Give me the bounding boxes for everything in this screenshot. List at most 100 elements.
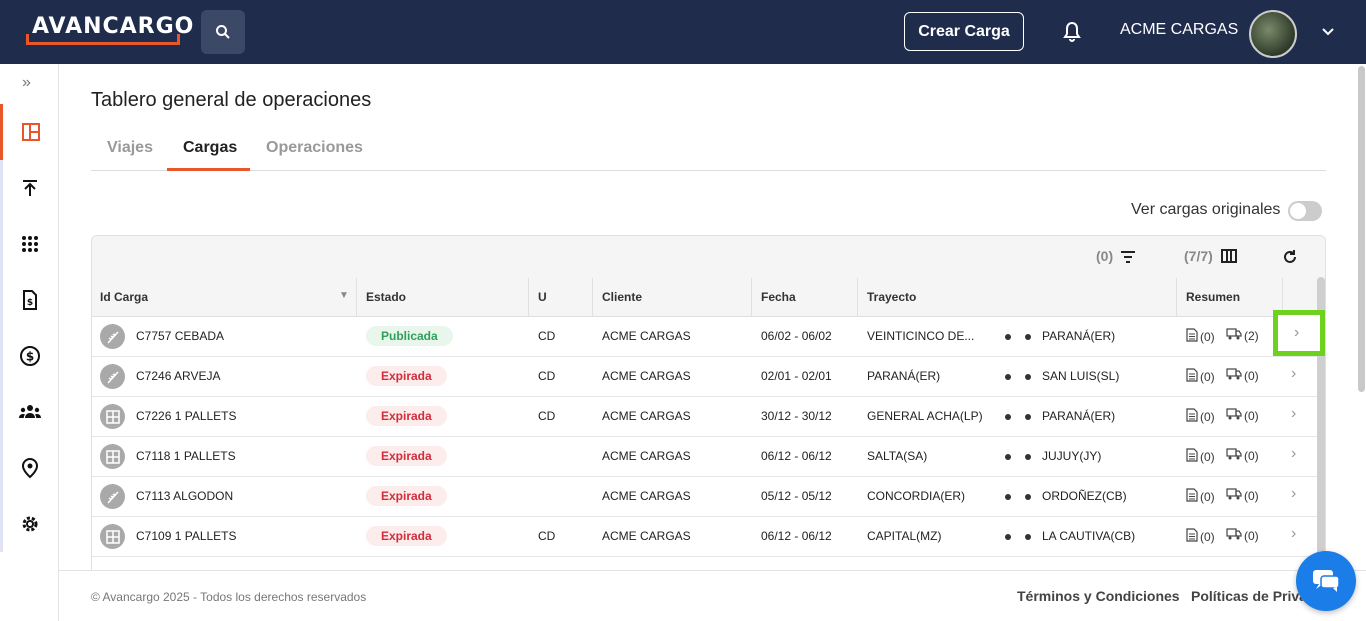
sidebar-item-locations[interactable] [0, 440, 59, 496]
header-u[interactable]: U [538, 290, 547, 304]
status-badge: Expirada [366, 406, 447, 426]
status-badge: Publicada [366, 326, 453, 346]
sidebar-item-upload[interactable] [0, 160, 59, 216]
search-icon [216, 25, 230, 39]
search-button[interactable] [201, 10, 245, 54]
sidebar-item-users[interactable] [0, 384, 59, 440]
truck-icon [1226, 448, 1242, 463]
chat-button[interactable] [1296, 551, 1356, 611]
trucks-summary[interactable]: (0) [1226, 488, 1259, 503]
load-id[interactable]: C7226 1 PALLETS [136, 409, 237, 423]
filter-icon[interactable] [1120, 250, 1136, 264]
status-badge: Expirada [366, 526, 447, 546]
row-detail-button-highlight[interactable]: › [1273, 310, 1325, 356]
client-cell: ACME CARGAS [602, 529, 691, 543]
header-fecha[interactable]: Fecha [761, 290, 796, 304]
sidebar-item-settings[interactable] [0, 496, 59, 552]
avatar[interactable] [1249, 10, 1297, 58]
original-loads-toggle[interactable] [1288, 201, 1322, 221]
chevron-right-icon[interactable]: › [1291, 445, 1297, 462]
load-id[interactable]: C7246 ARVEJA [136, 369, 221, 383]
table-row[interactable]: C7757 CEBADA Publicada CD ACME CARGAS 06/02 … [92, 317, 1325, 357]
wheat-icon [100, 484, 125, 509]
load-id[interactable]: C7757 CEBADA [136, 329, 225, 343]
tab-viajes[interactable]: Viajes [107, 139, 153, 156]
trucks-summary[interactable]: (0) [1226, 528, 1259, 543]
table-row[interactable]: C7118 1 PALLETS Expirada ACME CARGAS 06/12 … [92, 437, 1325, 477]
wheat-icon [100, 324, 125, 349]
table-row[interactable]: C7113 ALGODON Expirada ACME CARGAS 05/12 - … [92, 477, 1325, 517]
trucks-summary[interactable]: (0) [1226, 448, 1259, 463]
sidebar-item-payments[interactable]: $ [0, 328, 59, 384]
refresh-icon[interactable] [1282, 249, 1298, 265]
table-scrollbar[interactable] [1317, 277, 1325, 574]
tab-cargas[interactable]: Cargas [183, 139, 238, 156]
table-row[interactable]: C7109 1 PALLETS Expirada CD ACME CARGAS 06/1… [92, 517, 1325, 557]
logo-text: AVANCARGO [32, 14, 195, 39]
destination-cell: SAN LUIS(SL) [1042, 369, 1120, 383]
status-badge: Expirada [366, 486, 447, 506]
status-badge: Expirada [366, 366, 447, 386]
load-id[interactable]: C7109 1 PALLETS [136, 529, 237, 543]
trucks-summary[interactable]: (0) [1226, 408, 1259, 423]
date-cell: 05/12 - 05/12 [761, 489, 832, 503]
date-cell: 02/01 - 02/01 [761, 369, 832, 383]
load-id[interactable]: C7113 ALGODON [136, 489, 234, 503]
chevron-right-icon[interactable]: › [1291, 485, 1297, 502]
invoice-icon: $ [22, 290, 37, 310]
privacy-link[interactable]: Políticas de Priva [1191, 588, 1307, 604]
date-cell: 06/12 - 06/12 [761, 529, 832, 543]
terms-link[interactable]: Términos y Condiciones [1017, 588, 1180, 604]
pallet-icon [100, 524, 125, 549]
status-badge: Expirada [366, 446, 447, 466]
pallet-icon [100, 444, 125, 469]
chevron-right-icon[interactable]: › [1291, 405, 1297, 422]
documents-summary[interactable]: (0) [1186, 328, 1215, 345]
chevron-right-icon[interactable]: › [1291, 365, 1297, 382]
documents-summary[interactable]: (0) [1186, 448, 1215, 465]
documents-summary[interactable]: (0) [1186, 368, 1215, 385]
header-resumen[interactable]: Resumen [1186, 290, 1241, 304]
dollar-circle-icon: $ [19, 346, 40, 366]
active-tab-indicator [167, 168, 250, 171]
truck-icon [1226, 408, 1242, 423]
origin-cell: SALTA(SA) [867, 449, 928, 463]
trucks-summary[interactable]: (0) [1226, 368, 1259, 383]
svg-text:$: $ [26, 298, 32, 308]
tab-operaciones[interactable]: Operaciones [266, 139, 363, 156]
route-dots-icon [1001, 412, 1031, 422]
header-trayecto[interactable]: Trayecto [867, 290, 917, 304]
company-name[interactable]: ACME CARGAS [1120, 21, 1239, 38]
chevron-down-icon[interactable] [1320, 24, 1336, 40]
chevron-right-icon[interactable]: › [1291, 525, 1297, 542]
sidebar-item-invoices[interactable]: $ [0, 272, 59, 328]
sidebar-item-dashboard[interactable] [0, 104, 59, 160]
unit-cell: CD [538, 329, 556, 343]
documents-summary[interactable]: (0) [1186, 488, 1215, 505]
header-estado[interactable]: Estado [366, 290, 407, 304]
truck-icon [1226, 368, 1242, 383]
documents-summary[interactable]: (0) [1186, 528, 1215, 545]
expand-sidebar-icon[interactable]: » [22, 74, 31, 91]
header-id[interactable]: Id Carga [100, 290, 149, 304]
wheat-icon [100, 364, 125, 389]
documents-summary[interactable]: (0) [1186, 408, 1215, 425]
bell-icon[interactable] [1060, 20, 1084, 44]
load-id[interactable]: C7118 1 PALLETS [136, 449, 236, 463]
origin-cell: CAPITAL(MZ) [867, 529, 942, 543]
table-row[interactable]: C7246 ARVEJA Expirada CD ACME CARGAS 02/01 -… [92, 357, 1325, 397]
table-toolbar: (0) (7/7) [92, 236, 1325, 278]
avancargo-logo[interactable]: AVANCARGO [26, 14, 193, 46]
trucks-summary[interactable]: (2) [1226, 328, 1259, 343]
create-load-button[interactable]: Crear Carga [904, 12, 1024, 51]
sidebar-item-apps[interactable] [0, 216, 59, 272]
chat-icon [1313, 570, 1340, 592]
table-row[interactable]: C7226 1 PALLETS Expirada CD ACME CARGAS 30/1… [92, 397, 1325, 437]
route-dots-icon [1001, 372, 1031, 382]
header-cliente[interactable]: Cliente [602, 290, 643, 304]
unit-cell: CD [538, 369, 556, 383]
columns-icon[interactable] [1221, 249, 1237, 263]
page-scrollbar[interactable] [1358, 66, 1365, 392]
sort-arrow-icon[interactable]: ▼ [339, 290, 349, 301]
route-dots-icon [1001, 452, 1031, 462]
